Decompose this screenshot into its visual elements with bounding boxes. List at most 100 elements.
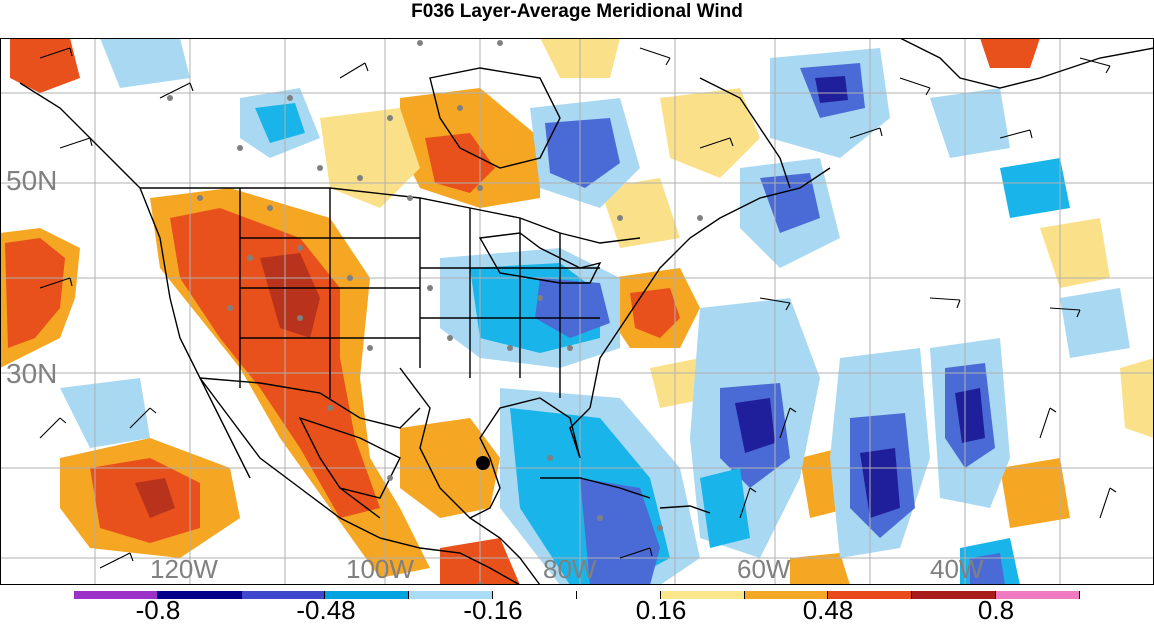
colorbar-segment	[409, 591, 494, 599]
wind-barb	[99, 552, 134, 569]
contour-far-ne-lightblue	[930, 88, 1010, 158]
contour-yellow-5	[600, 178, 680, 248]
contour-yellow-7	[1120, 358, 1154, 438]
contour-east-cyan-a	[700, 468, 750, 548]
station-dot	[457, 105, 463, 111]
wind-barb	[1079, 57, 1111, 74]
station-dot	[387, 475, 393, 481]
wind-map: 50N 30N 120W 100W 80W 60W 40W	[0, 38, 1154, 585]
contour-plains-lightblue	[1060, 288, 1130, 358]
wind-barb	[1099, 487, 1117, 519]
greenland-coast	[899, 38, 1154, 89]
wind-barb	[339, 62, 369, 79]
contour-far-ne-cyan	[1000, 158, 1070, 218]
contour-yellow-2	[1040, 218, 1110, 288]
contour-canada-cyan	[255, 103, 305, 143]
station-dot	[407, 195, 413, 201]
wind-barb	[759, 297, 791, 311]
wind-barb	[739, 487, 757, 519]
labrador-coast	[699, 77, 791, 189]
contour-alaska-lightblue	[100, 38, 190, 88]
colorbar-tick-label: -0.8	[135, 595, 181, 625]
colorbar-tick-label: 0.48	[802, 595, 854, 625]
station-dot	[267, 205, 273, 211]
wind-barb	[59, 137, 93, 149]
wind-barb	[39, 47, 73, 59]
station-dot	[617, 215, 623, 221]
station-dot	[347, 275, 353, 281]
state-borders	[239, 188, 600, 398]
station-dot	[507, 345, 513, 351]
station-dot	[697, 215, 703, 221]
hispaniola	[659, 505, 711, 514]
lat-lon-grid	[0, 38, 1154, 585]
atlantic-coast	[589, 167, 831, 409]
station-dot	[297, 315, 303, 321]
colorbar-segment	[996, 591, 1080, 599]
cuba	[540, 477, 651, 499]
lon-label-120w: 120W	[150, 554, 218, 584]
wind-barb	[619, 547, 653, 559]
contour-pacific-darkred	[135, 478, 175, 518]
contour-rockies-darkred	[260, 253, 320, 338]
colorbar-segment	[74, 591, 158, 599]
contour-newengland-red	[630, 288, 680, 338]
contour-atlantic-darkblue-a	[735, 398, 775, 453]
station-dot	[497, 40, 503, 46]
station-dot	[597, 515, 603, 521]
station-dot	[477, 185, 483, 191]
station-dots	[167, 40, 703, 585]
station-dot	[227, 305, 233, 311]
central-america	[469, 517, 541, 585]
lon-label-80w: 80W	[543, 554, 597, 584]
wind-barb	[779, 407, 797, 439]
lat-label-50n: 50N	[6, 165, 58, 196]
colorbar	[74, 591, 1080, 599]
colorbar-segment	[241, 591, 326, 599]
contour-orange-east-2	[1000, 458, 1070, 528]
colorbar-segment	[157, 591, 242, 599]
station-dot	[287, 95, 293, 101]
colorbar-segment	[493, 591, 577, 599]
station-dot	[537, 295, 543, 301]
contour-ohio-blue	[535, 278, 610, 338]
lon-label-60w: 60W	[737, 554, 791, 584]
colorbar-segment	[828, 591, 913, 599]
station-dot	[657, 525, 663, 531]
station-dot	[367, 345, 373, 351]
colorbar-tick-label: 0.8	[977, 595, 1015, 625]
colorbar-segment	[660, 591, 745, 599]
coastlines-and-borders	[19, 38, 1154, 585]
wind-barb	[899, 77, 931, 96]
colorbar-segment	[744, 591, 829, 599]
map-svg	[0, 38, 1154, 585]
wind-barb	[849, 127, 883, 139]
contour-northwest-red	[10, 38, 80, 93]
wind-barb	[159, 82, 194, 99]
location-marker	[476, 456, 490, 470]
colorbar-segment	[576, 591, 661, 599]
station-dot	[247, 255, 253, 261]
station-dot	[297, 245, 303, 251]
gulf-of-mexico-coast	[399, 367, 591, 519]
station-dot	[237, 145, 243, 151]
wind-barb	[699, 137, 734, 149]
wind-barb	[929, 297, 961, 309]
station-dot	[447, 335, 453, 341]
wind-barb	[639, 47, 671, 66]
wind-barb	[1049, 307, 1081, 318]
map-title: F036 Layer-Average Meridional Wind	[411, 1, 743, 22]
station-dot	[357, 175, 363, 181]
contour-east-blue-b	[970, 553, 1005, 585]
wind-barbs	[39, 47, 1117, 569]
station-dot	[387, 115, 393, 121]
colorbar-tick-label: -0.48	[296, 595, 356, 625]
station-dot	[417, 40, 423, 46]
contour-west-red	[5, 238, 65, 348]
us-mexico-border	[199, 377, 421, 429]
station-dot	[167, 95, 173, 101]
contour-quebec-red	[425, 133, 495, 193]
station-dot	[427, 285, 433, 291]
lon-label-40w: 40W	[930, 554, 984, 584]
colorbar-segment	[325, 591, 410, 599]
